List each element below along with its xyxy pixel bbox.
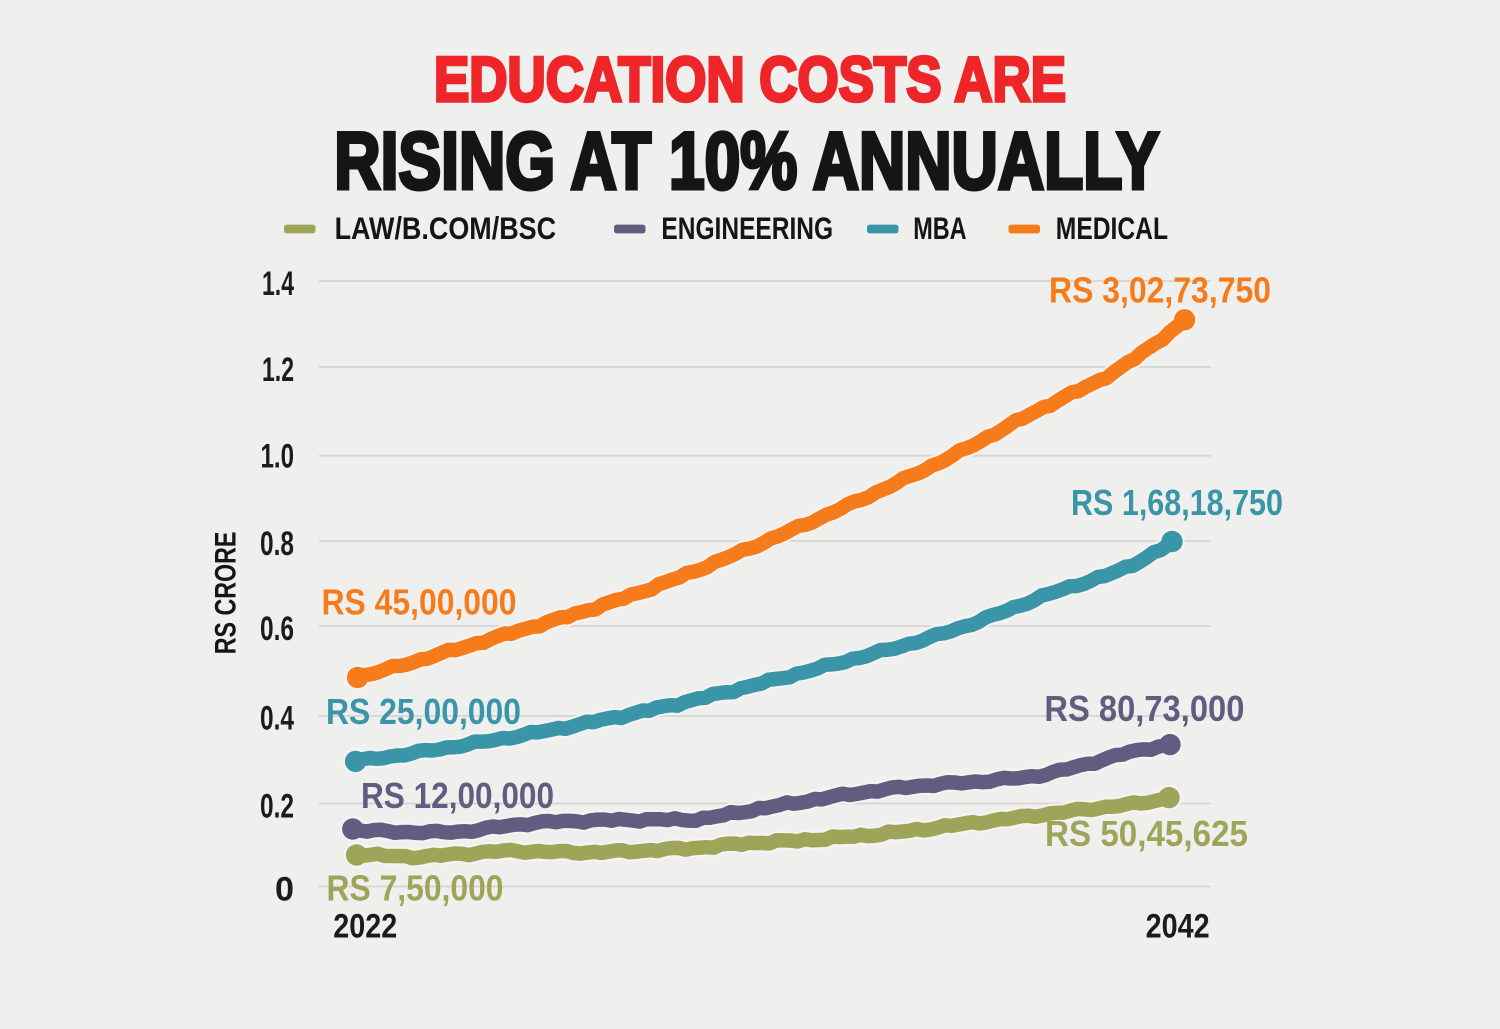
svg-text:LAW/B.COM/BSC: LAW/B.COM/BSC [335,211,556,246]
svg-text:RS 50,45,625: RS 50,45,625 [1045,813,1248,854]
svg-text:1.2: 1.2 [262,351,294,389]
svg-text:RS 80,73,000: RS 80,73,000 [1044,688,1244,729]
svg-text:2042: 2042 [1146,907,1210,945]
svg-text:RS 3,02,73,750: RS 3,02,73,750 [1049,270,1271,311]
svg-text:0: 0 [275,871,294,909]
svg-text:2022: 2022 [333,907,397,945]
svg-text:RISING AT 10% ANNUALLY: RISING AT 10% ANNUALLY [334,117,1159,207]
svg-text:RS 12,00,000: RS 12,00,000 [361,775,554,816]
svg-text:EDUCATION COSTS ARE: EDUCATION COSTS ARE [434,45,1066,115]
svg-text:0.4: 0.4 [260,700,294,738]
svg-text:RS CRORE: RS CRORE [211,532,243,655]
svg-text:0.2: 0.2 [260,788,294,826]
svg-text:ENGINEERING: ENGINEERING [661,211,833,246]
svg-text:RS 1,68,18,750: RS 1,68,18,750 [1071,482,1283,523]
svg-text:RS 45,00,000: RS 45,00,000 [322,582,517,623]
svg-text:MBA: MBA [913,211,966,246]
svg-text:1.0: 1.0 [261,438,295,476]
svg-text:RS 25,00,000: RS 25,00,000 [326,691,521,732]
svg-text:MEDICAL: MEDICAL [1056,211,1168,246]
svg-text:0.8: 0.8 [260,525,294,563]
svg-text:1.4: 1.4 [262,265,294,303]
svg-text:0.6: 0.6 [260,610,294,648]
svg-text:RS 7,50,000: RS 7,50,000 [327,867,504,908]
